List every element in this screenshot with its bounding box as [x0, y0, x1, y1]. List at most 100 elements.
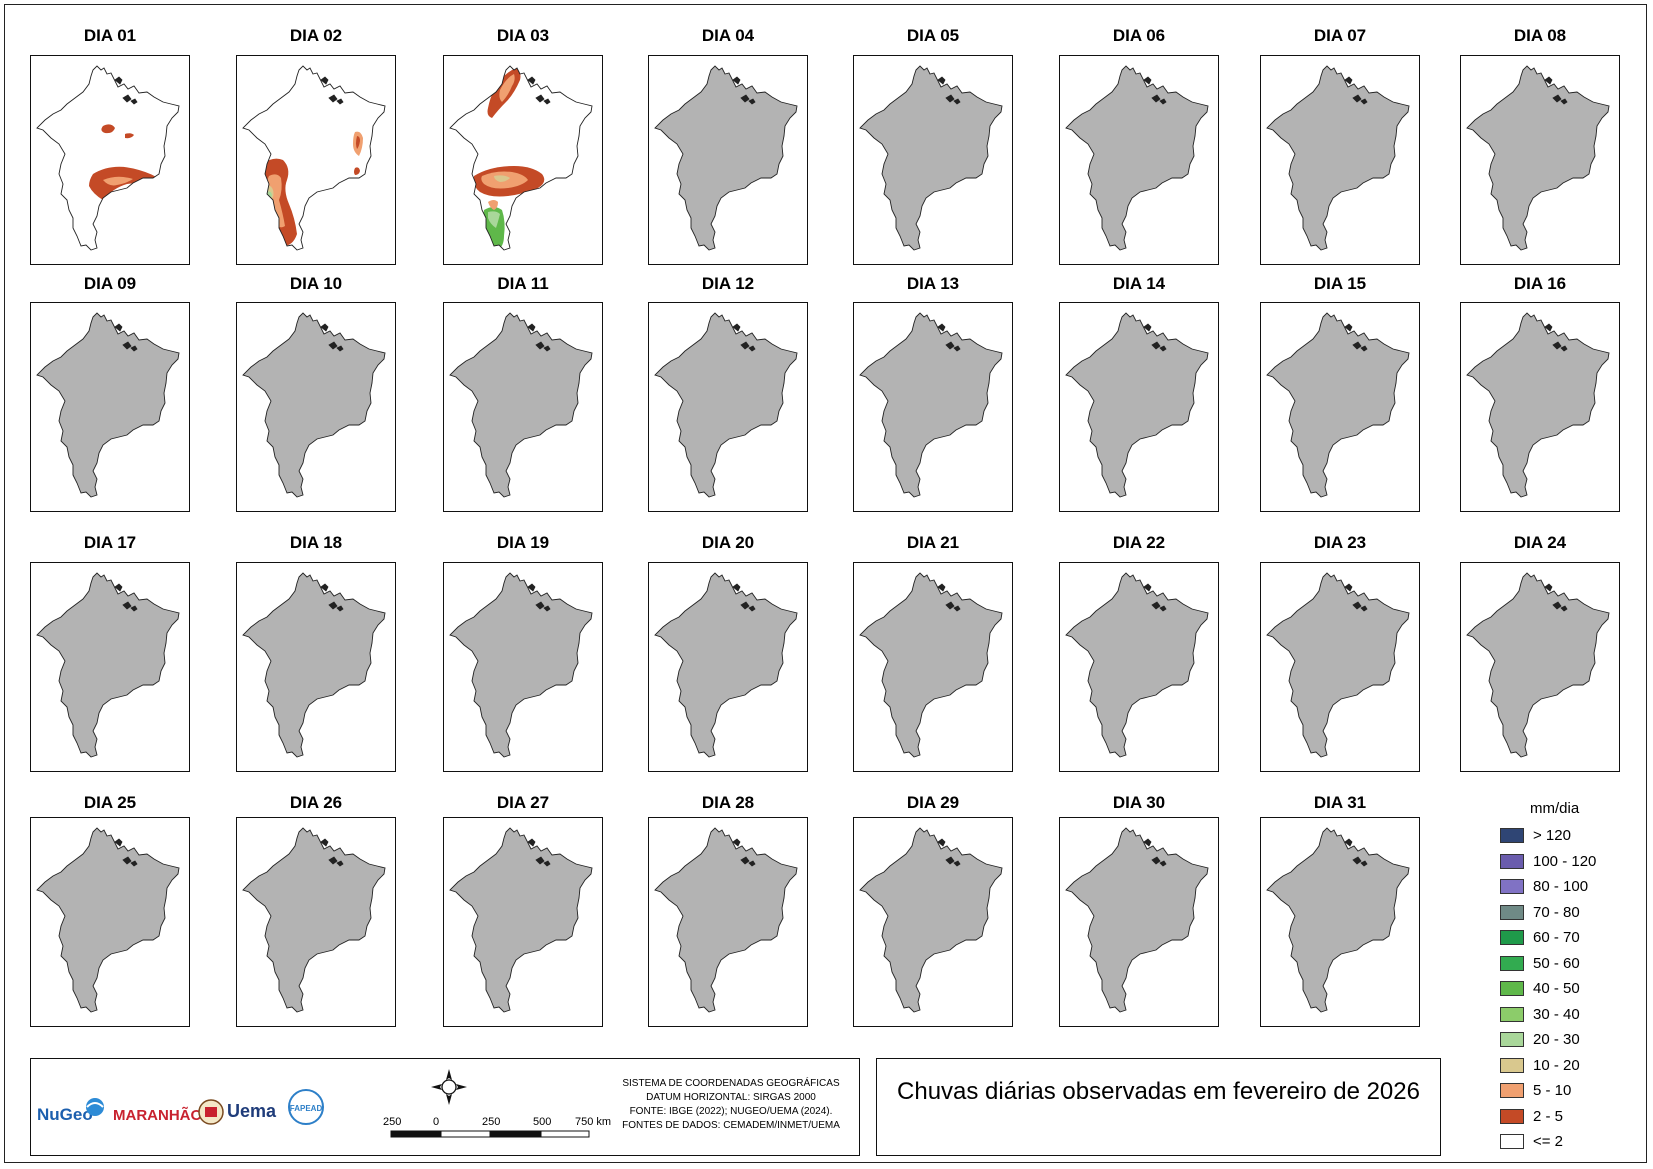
day-panel-title: DIA 20 [701, 533, 755, 552]
state-map-svg [242, 572, 386, 758]
scale-segment [489, 1130, 542, 1138]
day-panel-title: DIA 19 [496, 533, 550, 552]
rain-area [456, 145, 464, 152]
state-map-svg [654, 65, 798, 251]
day-map [853, 562, 1013, 772]
day-panel-title: DIA 22 [1112, 533, 1166, 552]
day-map [648, 55, 808, 265]
state-map-svg [654, 312, 798, 498]
island [953, 345, 961, 352]
state-area [450, 573, 592, 757]
state-outline [1466, 572, 1610, 758]
state-area [37, 66, 179, 250]
island [1360, 345, 1368, 352]
island [1159, 605, 1167, 612]
state-area [37, 828, 179, 1012]
scale-label: 500 [533, 1116, 552, 1128]
state-outline [654, 827, 798, 1013]
state-outline [1065, 65, 1209, 251]
scale-segment [390, 1130, 442, 1138]
island [130, 98, 138, 105]
state-area [860, 573, 1002, 757]
state-map-svg [1266, 572, 1410, 758]
state-outline [1065, 827, 1209, 1013]
day-map [648, 302, 808, 512]
island [114, 583, 123, 592]
scale-bar-svg [390, 1130, 590, 1138]
island [732, 838, 741, 847]
day-map [236, 562, 396, 772]
title-box: Chuvas diárias observadas em fevereiro d… [876, 1058, 1441, 1156]
island [748, 345, 756, 352]
state-outline [242, 312, 386, 498]
island [1552, 601, 1562, 610]
day-map [30, 302, 190, 512]
day-panel-title: DIA 17 [83, 533, 137, 552]
island [336, 605, 344, 612]
state-outline [449, 572, 593, 758]
island [543, 345, 551, 352]
state-outline [242, 65, 386, 251]
island [336, 860, 344, 867]
day-panel-title: DIA 27 [496, 793, 550, 812]
state-area [655, 828, 797, 1012]
day-panel-title: DIA 30 [1112, 793, 1166, 812]
state-outline [859, 65, 1003, 251]
day-panel-title: DIA 06 [1112, 26, 1166, 45]
day-map [1059, 55, 1219, 265]
day-panel-title: DIA 12 [701, 274, 755, 293]
island [1143, 583, 1152, 592]
scale-segment [540, 1130, 590, 1138]
day-map [853, 817, 1013, 1027]
state-area [37, 313, 179, 497]
island [130, 345, 138, 352]
island [937, 838, 946, 847]
island [535, 601, 545, 610]
state-map-svg [859, 312, 1003, 498]
state-map-svg [1266, 827, 1410, 1013]
legend-label: <= 2 [1533, 1133, 1564, 1150]
state-area [37, 573, 179, 757]
island [1360, 860, 1368, 867]
state-map-svg [242, 65, 386, 251]
legend-swatch [1500, 828, 1524, 843]
island [527, 76, 536, 85]
day-map [443, 562, 603, 772]
island [1159, 860, 1167, 867]
day-map [1260, 302, 1420, 512]
rain-area [356, 136, 360, 149]
day-panel-title: DIA 14 [1112, 274, 1166, 293]
scale-segment [440, 1130, 491, 1138]
island [1352, 341, 1362, 350]
island [953, 605, 961, 612]
day-map [1059, 817, 1219, 1027]
day-map [1260, 562, 1420, 772]
day-map [1059, 302, 1219, 512]
uema-logo-text: Uema [227, 1101, 277, 1121]
rain-area [494, 175, 510, 182]
state-outline [1065, 312, 1209, 498]
island [1151, 341, 1161, 350]
island [1560, 345, 1568, 352]
state-map-svg [449, 65, 593, 251]
state-map-svg [1266, 312, 1410, 498]
state-outline [1466, 65, 1610, 251]
island [1344, 583, 1353, 592]
state-map-svg [242, 827, 386, 1013]
day-map [236, 55, 396, 265]
island [122, 856, 132, 865]
state-area [243, 313, 385, 497]
day-panel-title: DIA 29 [906, 793, 960, 812]
state-area [655, 66, 797, 250]
state-area [1066, 313, 1208, 497]
island [1360, 98, 1368, 105]
island [937, 583, 946, 592]
state-outline [1065, 572, 1209, 758]
legend-swatch [1500, 1083, 1524, 1098]
legend-label: 20 - 30 [1533, 1031, 1580, 1048]
legend-swatch [1500, 904, 1524, 920]
legend-label: 40 - 50 [1533, 980, 1580, 997]
state-map-svg [1266, 65, 1410, 251]
island [945, 856, 955, 865]
state-map-svg [36, 572, 180, 758]
